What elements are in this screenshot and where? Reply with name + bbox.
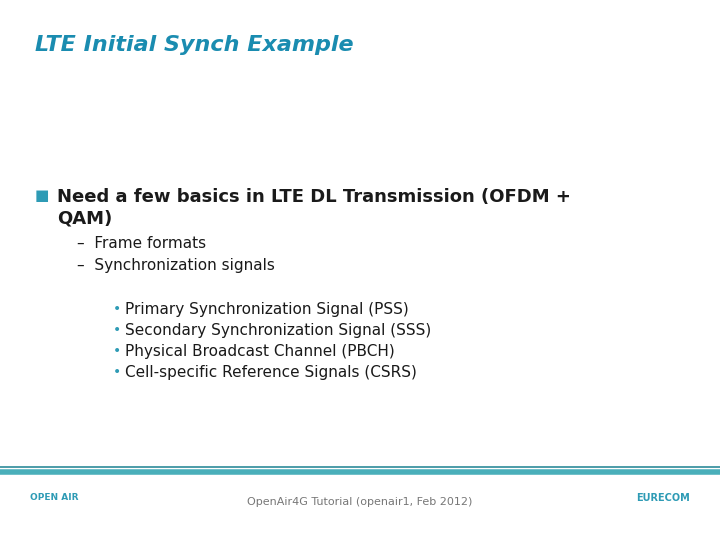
- Text: •: •: [113, 365, 121, 379]
- Text: Secondary Synchronization Signal (SSS): Secondary Synchronization Signal (SSS): [125, 323, 431, 338]
- Text: OPEN AIR: OPEN AIR: [30, 494, 78, 503]
- Text: EURECOM: EURECOM: [636, 493, 690, 503]
- Text: Need a few basics in LTE DL Transmission (OFDM +: Need a few basics in LTE DL Transmission…: [57, 188, 571, 206]
- Text: –  Synchronization signals: – Synchronization signals: [77, 258, 275, 273]
- Text: Physical Broadcast Channel (PBCH): Physical Broadcast Channel (PBCH): [125, 344, 395, 359]
- Text: •: •: [113, 302, 121, 316]
- Text: QAM): QAM): [57, 210, 112, 228]
- Text: OpenAir4G Tutorial (openair1, Feb 2012): OpenAir4G Tutorial (openair1, Feb 2012): [247, 497, 473, 507]
- Text: –  Frame formats: – Frame formats: [77, 236, 206, 251]
- Text: Primary Synchronization Signal (PSS): Primary Synchronization Signal (PSS): [125, 302, 409, 317]
- Text: •: •: [113, 344, 121, 358]
- Text: LTE Initial Synch Example: LTE Initial Synch Example: [35, 35, 354, 55]
- Text: ■: ■: [35, 188, 50, 203]
- Text: •: •: [113, 323, 121, 337]
- Text: Cell-specific Reference Signals (CSRS): Cell-specific Reference Signals (CSRS): [125, 365, 417, 380]
